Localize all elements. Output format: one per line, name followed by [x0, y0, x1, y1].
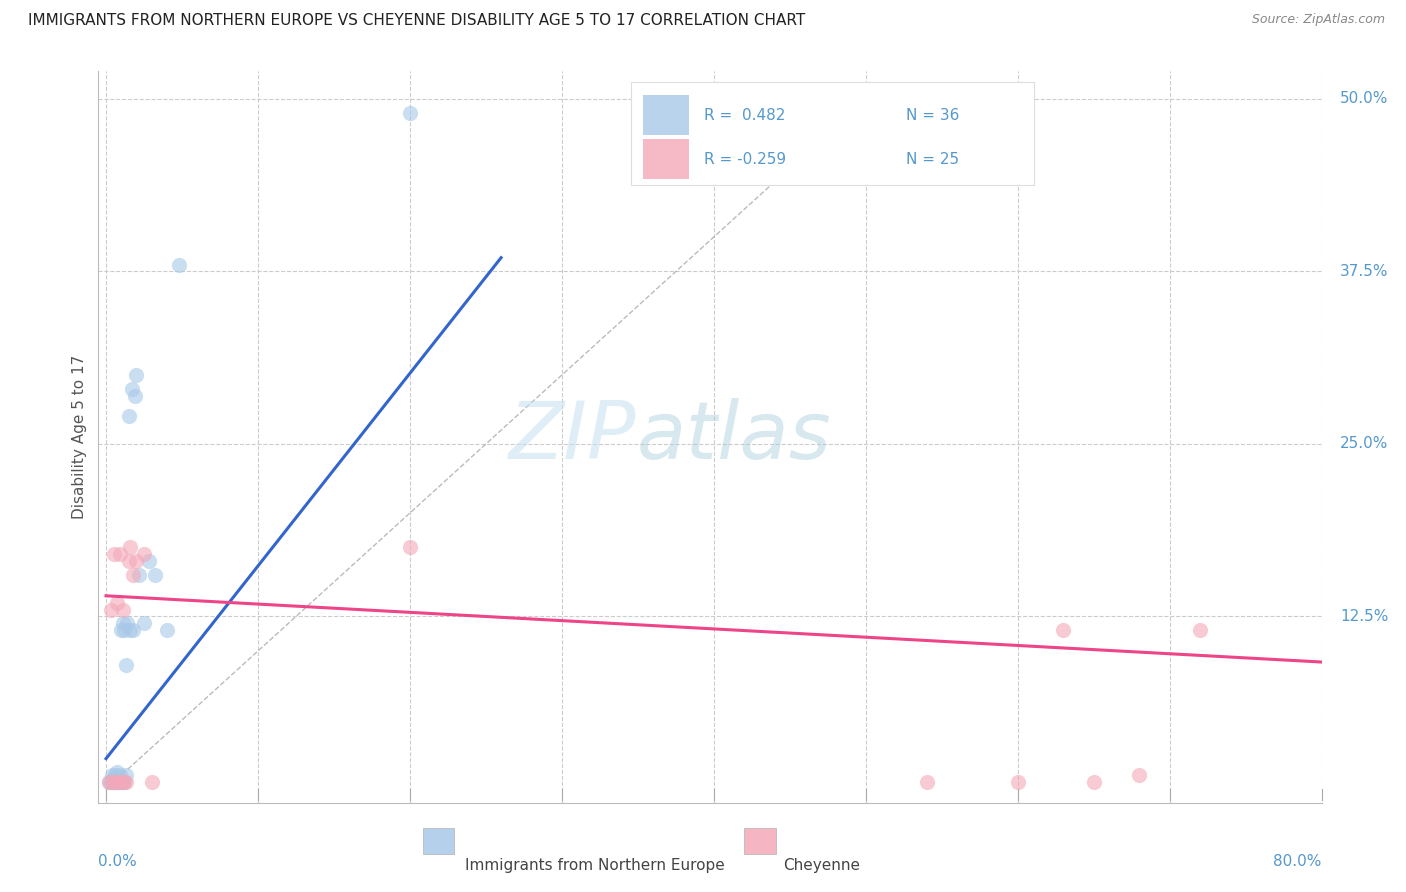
Text: N = 25: N = 25 — [905, 152, 959, 167]
Point — [101, 768, 124, 782]
Text: Cheyenne: Cheyenne — [783, 858, 860, 872]
Point — [915, 775, 938, 789]
Point — [117, 616, 139, 631]
Point — [112, 775, 135, 789]
Point — [107, 775, 129, 789]
Point — [98, 775, 121, 789]
Point — [104, 775, 127, 789]
Text: 25.0%: 25.0% — [1340, 436, 1388, 451]
FancyBboxPatch shape — [630, 82, 1035, 185]
Point — [1128, 768, 1150, 782]
Point — [122, 624, 145, 638]
Point — [1052, 624, 1074, 638]
Point — [156, 624, 179, 638]
Point — [98, 775, 121, 789]
Text: atlas: atlas — [637, 398, 831, 476]
Text: R =  0.482: R = 0.482 — [704, 108, 786, 123]
Text: 0.0%: 0.0% — [98, 854, 138, 869]
Point — [120, 541, 142, 555]
Point — [105, 596, 128, 610]
Point — [101, 775, 124, 789]
Point — [399, 105, 422, 120]
Text: Immigrants from Northern Europe: Immigrants from Northern Europe — [465, 858, 725, 872]
Point — [103, 771, 125, 785]
Point — [1007, 775, 1029, 789]
Point — [167, 258, 190, 272]
Point — [112, 624, 135, 638]
Point — [114, 775, 136, 789]
Y-axis label: Disability Age 5 to 17: Disability Age 5 to 17 — [72, 355, 87, 519]
Text: 80.0%: 80.0% — [1274, 854, 1322, 869]
Point — [108, 775, 131, 789]
Text: 37.5%: 37.5% — [1340, 264, 1389, 279]
Point — [110, 775, 132, 789]
Point — [105, 765, 128, 780]
Text: IMMIGRANTS FROM NORTHERN EUROPE VS CHEYENNE DISABILITY AGE 5 TO 17 CORRELATION C: IMMIGRANTS FROM NORTHERN EUROPE VS CHEYE… — [28, 13, 806, 29]
Point — [112, 775, 135, 789]
Point — [138, 554, 160, 568]
Point — [100, 775, 122, 789]
Point — [132, 548, 155, 562]
Bar — [744, 828, 776, 854]
Point — [124, 389, 146, 403]
Point — [399, 541, 422, 555]
Point — [100, 602, 122, 616]
Text: Source: ZipAtlas.com: Source: ZipAtlas.com — [1251, 13, 1385, 27]
Point — [114, 768, 136, 782]
Point — [118, 554, 141, 568]
Point — [1189, 624, 1212, 638]
Point — [101, 775, 124, 789]
Point — [111, 616, 134, 631]
Point — [111, 775, 134, 789]
Point — [118, 409, 141, 424]
Bar — [423, 828, 454, 854]
Bar — [643, 139, 689, 179]
Text: 50.0%: 50.0% — [1340, 92, 1388, 106]
Point — [104, 775, 127, 789]
Point — [111, 602, 134, 616]
Point — [108, 768, 131, 782]
Point — [107, 775, 129, 789]
Text: 12.5%: 12.5% — [1340, 609, 1388, 624]
Point — [121, 382, 143, 396]
Point — [1083, 775, 1105, 789]
Point — [103, 775, 125, 789]
Point — [108, 548, 131, 562]
Text: R = -0.259: R = -0.259 — [704, 152, 786, 167]
Point — [110, 775, 132, 789]
Point — [110, 624, 132, 638]
Point — [107, 771, 129, 785]
Point — [122, 568, 145, 582]
Point — [120, 624, 142, 638]
Point — [104, 768, 127, 782]
Text: N = 36: N = 36 — [905, 108, 959, 123]
Text: ZIP: ZIP — [509, 398, 637, 476]
Point — [105, 775, 128, 789]
Point — [103, 548, 125, 562]
Point — [132, 616, 155, 631]
Point — [125, 554, 148, 568]
Bar — [643, 95, 689, 136]
Point — [141, 775, 163, 789]
Point — [128, 568, 150, 582]
Point — [114, 657, 136, 672]
Point — [125, 368, 148, 382]
Point — [143, 568, 166, 582]
